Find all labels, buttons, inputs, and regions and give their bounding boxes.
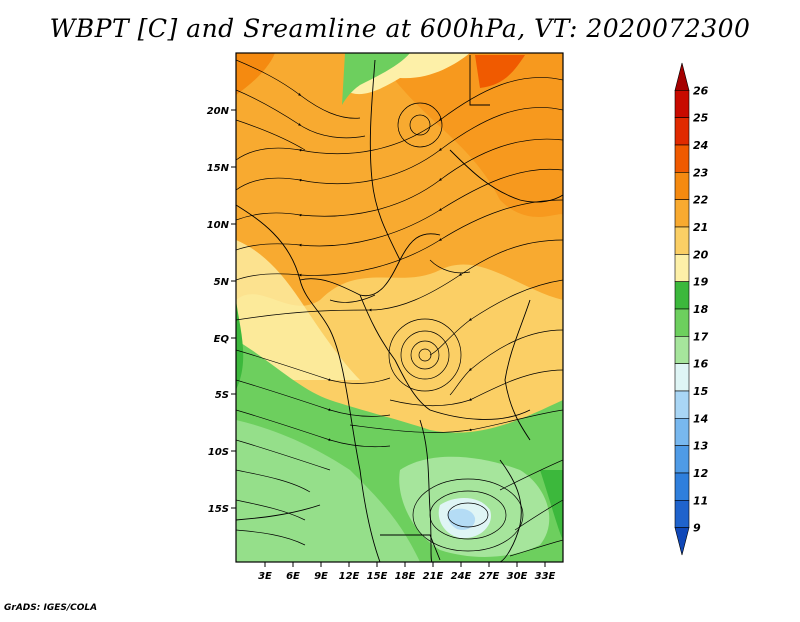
colorbar-label: 21 — [693, 221, 708, 234]
lat-label: 15S — [208, 504, 229, 515]
wbpt-shading — [236, 53, 563, 562]
colorbar-swatch — [674, 281, 690, 310]
grads-credit: GrADS: IGES/COLA — [4, 603, 98, 613]
colorbar-swatch — [674, 445, 690, 474]
colorbar-label: 15 — [693, 385, 709, 398]
colorbar-swatch — [674, 226, 690, 255]
colorbar-label: 11 — [693, 494, 708, 507]
colorbar-label: 23 — [693, 166, 709, 179]
lat-label: 5S — [215, 390, 229, 401]
colorbar-label: 19 — [693, 276, 709, 289]
lon-label: 12E — [339, 571, 360, 582]
colorbar-label: 14 — [693, 412, 708, 425]
colorbar-label: 9 — [693, 522, 701, 535]
colorbar-swatch — [674, 172, 690, 200]
colorbar-swatch — [674, 336, 690, 364]
colorbar-label: 24 — [693, 139, 708, 152]
colorbar: 26 25 24 23 22 21 20 19 18 17 16 15 14 13 12 11 9 — [674, 62, 709, 556]
lat-label: 5N — [214, 277, 230, 288]
lon-label: 30E — [507, 571, 528, 582]
colorbar-swatch — [674, 390, 690, 419]
colorbar-label: 26 — [693, 84, 709, 97]
colorbar-swatch — [674, 62, 690, 91]
colorbar-swatch — [674, 308, 690, 337]
colorbar-swatch — [674, 90, 690, 118]
colorbar-label: 17 — [693, 330, 709, 343]
lon-label: 24E — [451, 571, 472, 582]
lat-label: 10N — [207, 220, 230, 231]
colorbar-swatch — [674, 199, 690, 228]
lon-label: 6E — [286, 571, 300, 582]
colorbar-swatch — [674, 500, 690, 528]
colorbar-swatch — [674, 363, 690, 392]
colorbar-swatch — [674, 254, 690, 282]
lon-label: 27E — [479, 571, 500, 582]
colorbar-swatch — [674, 527, 690, 556]
colorbar-swatch — [674, 117, 690, 146]
map-frame — [235, 52, 564, 563]
latitude-axis: 20N 15N 10N 5N EQ 5S 10S 15S — [207, 106, 236, 515]
longitude-axis: 3E 6E 9E 12E 15E 18E 21E 24E 27E 30E 33E — [258, 562, 556, 582]
country-borders — [236, 55, 563, 562]
lon-label: 3E — [258, 571, 272, 582]
colorbar-label: 22 — [693, 194, 709, 207]
colorbar-label: 12 — [693, 467, 709, 480]
colorbar-swatch — [674, 418, 690, 446]
colorbar-label: 13 — [693, 440, 709, 453]
colorbar-label: 18 — [693, 303, 709, 316]
lon-label: 33E — [535, 571, 556, 582]
lat-label: EQ — [214, 334, 230, 345]
lon-label: 9E — [314, 571, 328, 582]
lat-label: 20N — [207, 106, 230, 117]
lat-label: 15N — [207, 163, 230, 174]
colorbar-label: 16 — [693, 358, 709, 371]
lon-label: 18E — [395, 571, 416, 582]
lon-label: 15E — [367, 571, 388, 582]
colorbar-label: 20 — [693, 248, 709, 261]
colorbar-swatch — [674, 472, 690, 501]
colorbar-swatch — [674, 144, 690, 173]
streamlines — [236, 59, 563, 557]
lon-label: 21E — [423, 571, 444, 582]
lat-label: 10S — [208, 447, 229, 458]
map-title: WBPT [C] and Sreamline at 600hPa, VT: 20… — [49, 14, 751, 43]
colorbar-label: 25 — [693, 112, 709, 125]
